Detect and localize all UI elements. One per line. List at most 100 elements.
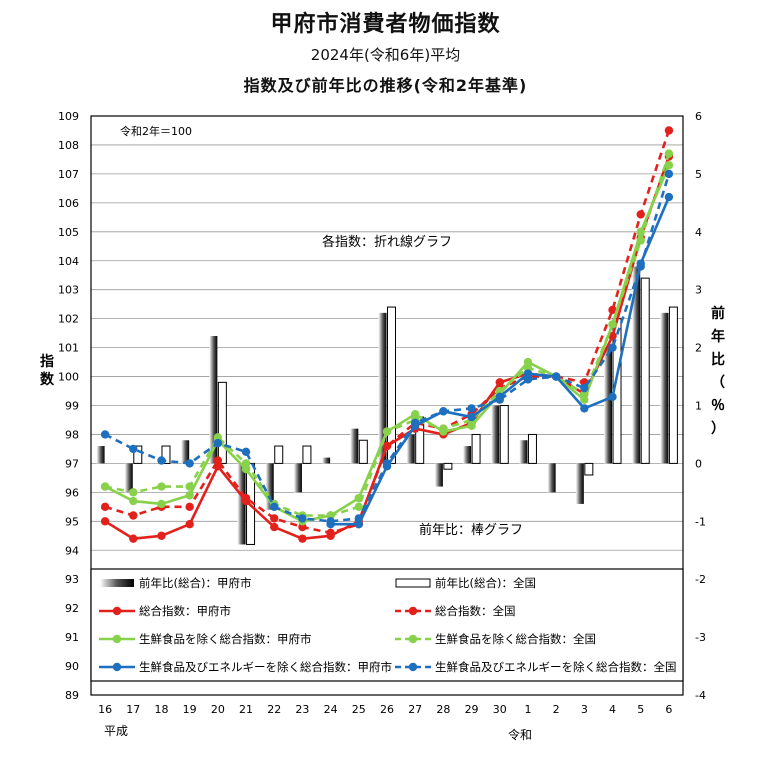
series-point (185, 482, 194, 491)
x-tick-label: 26 (380, 703, 394, 716)
bar-national (584, 462, 594, 476)
series-point (185, 491, 194, 500)
y-axis-label-right: 年 (711, 328, 725, 345)
series-point (410, 418, 420, 428)
y-tick-label: 105 (58, 226, 79, 239)
x-tick-label: 25 (352, 703, 366, 716)
series-point (410, 409, 420, 419)
legend-label: 生鮮食品を除く総合指数：全国 (435, 632, 596, 646)
x-tick-label: 16 (98, 703, 112, 716)
y2-tick-label: 2 (695, 342, 702, 355)
x-tick-label: 17 (126, 703, 140, 716)
series-point (664, 161, 674, 170)
series-point (354, 514, 364, 523)
era-reiwa: 令和 (508, 727, 532, 742)
x-tick-label: 23 (295, 703, 309, 716)
series-point (664, 169, 674, 179)
series-point (382, 427, 392, 436)
bar-national (640, 277, 650, 464)
bar-kofu (660, 312, 669, 464)
series-point (157, 482, 166, 491)
bar-kofu (124, 463, 133, 493)
series-point (129, 488, 138, 497)
x-tick-label: 5 (637, 703, 644, 716)
legend-label: 生鮮食品及びエネルギーを除く総合指数：全国 (435, 660, 677, 674)
y2-tick-label: -4 (695, 689, 706, 702)
bar-kofu (181, 440, 190, 464)
y-axis-label-left: 指数 (40, 353, 55, 388)
y2-tick-label: 6 (695, 110, 702, 123)
bar-national (133, 445, 143, 464)
legend-label: 生鮮食品及びエネルギーを除く総合指数：甲府市 (139, 660, 392, 674)
bar-kofu (322, 457, 331, 464)
y-axis-label-right: ） (711, 421, 725, 437)
y-tick-label: 91 (65, 631, 79, 644)
series-point (185, 519, 194, 529)
y-axis-left: 89 90 91 92 93 94 95 96 97 98 99 100 101 102 103 104 105… (40, 110, 79, 702)
y2-tick-label: -2 (695, 573, 706, 586)
series-point (467, 421, 476, 430)
y2-tick-label: -1 (695, 515, 706, 528)
x-tick-label: 18 (154, 703, 168, 716)
series-point (664, 126, 674, 135)
y-axis-label-right: 比 (711, 351, 725, 368)
series-point (495, 395, 504, 404)
series-point (495, 386, 504, 396)
x-axis: 16 17 18 19 20 21 22 23 24 25 26 27 28 29 30 1 2 3 4 5 6 (98, 703, 672, 716)
x-tick-label: 29 (465, 703, 479, 716)
series-point (157, 531, 166, 540)
series-point (129, 444, 138, 454)
x-tick-label: 24 (324, 703, 338, 716)
bar-kofu (463, 446, 472, 464)
bar-national (358, 439, 368, 464)
series-point (185, 459, 194, 468)
x-tick-label: 20 (211, 703, 225, 716)
series-point (129, 511, 138, 520)
series-point (467, 404, 476, 413)
series-point (608, 320, 617, 329)
series-point (270, 522, 279, 532)
x-tick-label: 1 (524, 703, 531, 716)
series-point (241, 493, 251, 503)
y-tick-label: 90 (65, 660, 79, 673)
legend-swatch-bar-national (395, 578, 431, 588)
series-point (326, 517, 335, 526)
bar-kofu (293, 463, 302, 493)
legend-swatch-bar-kofu (100, 579, 134, 587)
legend-label: 前年比(総合)：全国 (435, 576, 536, 590)
series-point (298, 522, 307, 532)
series-point (241, 447, 251, 457)
y-tick-label: 102 (58, 313, 79, 326)
series-point (467, 412, 476, 422)
y-tick-label: 99 (65, 400, 79, 413)
bar-national (499, 405, 509, 464)
series-point (608, 343, 617, 352)
series-point (157, 499, 166, 509)
bar-kofu (209, 336, 218, 464)
bar-kofu (350, 428, 359, 464)
bar-kofu (237, 463, 246, 545)
x-tick-label: 22 (267, 703, 281, 716)
legend-swatch-marker (408, 662, 418, 672)
y2-tick-label: 1 (695, 400, 702, 413)
series-point (241, 459, 251, 468)
series-point (382, 441, 392, 451)
bar-kofu (378, 312, 387, 464)
series-point (129, 496, 138, 506)
series-point (439, 424, 448, 433)
series-point (213, 438, 223, 448)
series-point (580, 404, 589, 413)
bar-kofu (575, 463, 584, 504)
legend-label: 総合指数：全国 (435, 604, 516, 618)
series-point (608, 392, 617, 402)
series-point (636, 262, 645, 271)
series-point (636, 210, 645, 219)
line-series (100, 126, 674, 543)
series-point (270, 514, 279, 523)
bar-national (302, 445, 312, 464)
bars-note: 前年比：棒グラフ (419, 522, 523, 538)
y2-tick-label: 3 (695, 284, 702, 297)
series-point (523, 369, 533, 378)
